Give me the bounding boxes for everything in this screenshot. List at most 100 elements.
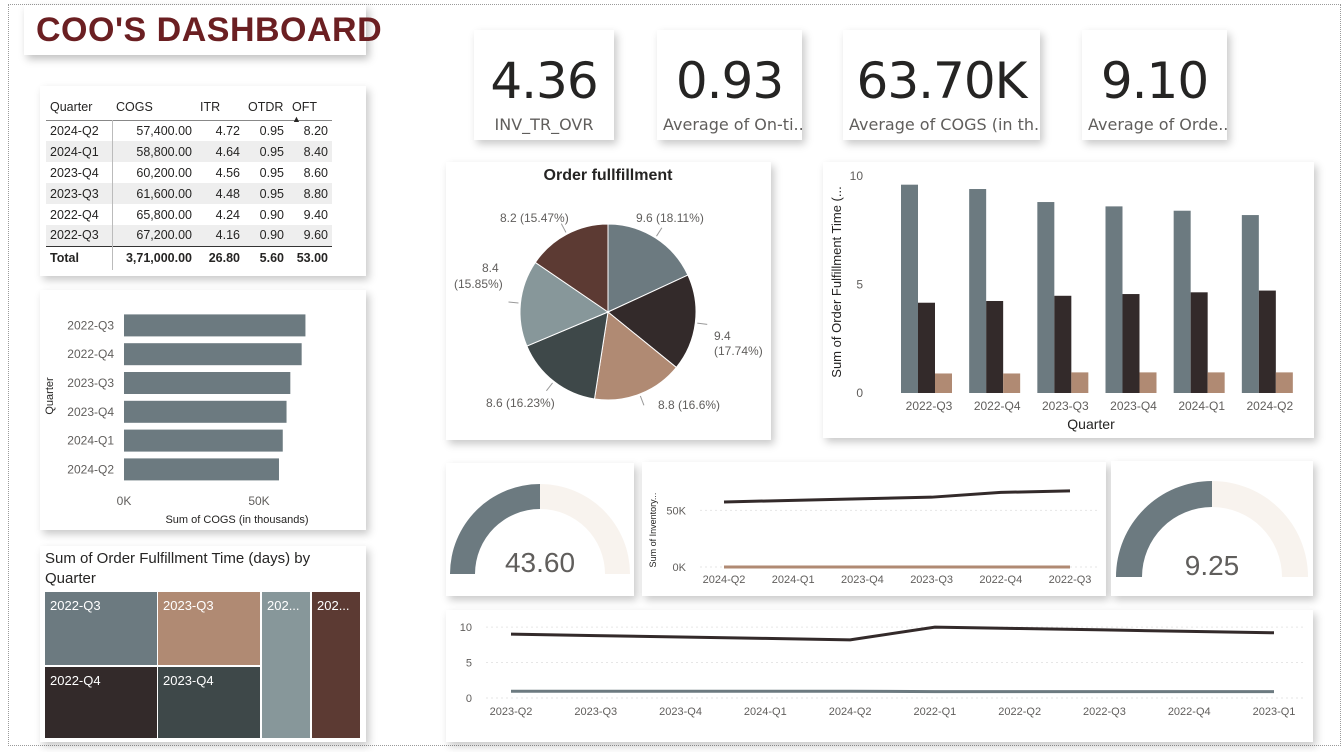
column-header-cogs[interactable]: COGS — [116, 99, 153, 114]
column-bar — [1190, 292, 1208, 393]
table-total-row: Total 3,71,000.00 26.80 5.60 53.00 — [46, 245, 332, 270]
kpi-card-cogs[interactable]: 63.70K Average of COGS (in th... — [843, 30, 1040, 140]
table-cell: 4.72 — [196, 119, 244, 141]
column-bar — [1139, 372, 1157, 393]
data-label: 9.4 — [714, 329, 731, 343]
x-tick-label: 2023-Q3 — [574, 706, 617, 718]
table-cell: 0.95 — [244, 119, 288, 141]
column-bar — [1105, 206, 1123, 393]
quarter-trend-line-card[interactable]: 0 5 10 2023-Q2 2023-Q3 2023-Q4 2024-Q1 2024-Q2 2… — [446, 610, 1313, 742]
x-tick-label: 2023-Q4 — [1110, 399, 1157, 413]
leader-line — [508, 301, 519, 304]
table-cell: 8.60 — [303, 165, 328, 180]
x-tick-label: 2022-Q1 — [913, 706, 956, 718]
kpi-label: INV_TR_OVR — [494, 115, 594, 134]
x-axis-title: Quarter — [1067, 416, 1115, 432]
column-header-oft-label: OFT — [292, 99, 317, 114]
table-cell: 9.60 — [288, 225, 332, 246]
column-bar — [1173, 210, 1191, 393]
bar — [124, 343, 302, 366]
table-row[interactable]: 2023-Q3 61,600.00 4.48 0.95 8.80 — [46, 183, 332, 204]
pie-slice — [526, 311, 609, 400]
pie-slice — [607, 274, 697, 369]
quarter-column-chart-card[interactable]: 0 5 10 2022-Q3 2022-Q4 2023-Q3 2023-Q4 2024-Q1 2… — [823, 162, 1314, 438]
quarter-trend-line-chart: 0 5 10 2023-Q2 2023-Q3 2023-Q4 2024-Q1 2024-Q2 2… — [460, 622, 1304, 718]
data-label: (17.74%) — [714, 344, 763, 358]
y-tick-label: 10 — [460, 622, 472, 634]
column-bar — [1003, 373, 1021, 393]
table-cell: 4.16 — [196, 225, 244, 246]
leader-line — [545, 382, 553, 392]
x-tick-label: 2024-Q1 — [744, 706, 787, 718]
data-label: 8.4 — [482, 261, 499, 275]
x-tick-label: 50K — [248, 494, 269, 508]
dashboard-title-card: COO'S DASHBOARD — [24, 5, 382, 55]
pie-slice — [534, 223, 609, 313]
table-cell: 0.90 — [244, 225, 288, 246]
column-bar — [1241, 215, 1259, 393]
table-cell: 2022-Q4 — [46, 204, 113, 225]
gauge-chart: 43.60 — [450, 484, 630, 578]
treemap-tile — [45, 592, 157, 665]
treemap-tile-label: 202... — [267, 598, 300, 613]
table-cell: 3,71,000.00 — [112, 245, 196, 270]
treemap-tile-label: 2023-Q4 — [163, 673, 214, 688]
leader-line — [656, 227, 663, 237]
x-tick-label: 2023-Q4 — [841, 574, 884, 586]
dashboard-title: COO'S DASHBOARD — [36, 11, 383, 49]
kpi-label: Average of COGS (in th... — [849, 115, 1040, 134]
y-tick-label: 0 — [856, 386, 863, 400]
x-tick-label: 2023-Q2 — [490, 706, 533, 718]
table-cell: 58,800.00 — [112, 141, 196, 162]
inventory-line-chart-card[interactable]: 0K 50K 2024-Q2 2024-Q1 2023-Q4 2023-Q3 2022-Q4… — [642, 462, 1106, 596]
bar — [124, 458, 279, 481]
x-tick-label: 2022-Q3 — [1083, 706, 1126, 718]
pie-slice — [607, 223, 689, 313]
data-label: 8.6 (16.23%) — [486, 396, 555, 410]
column-header-otdr[interactable]: OTDR — [248, 99, 284, 114]
kpi-card-order-fulfillment[interactable]: 9.10 Average of Orde... — [1082, 30, 1227, 140]
quarter-column-chart: 0 5 10 2022-Q3 2022-Q4 2023-Q3 2023-Q4 2024-Q1 2… — [829, 169, 1294, 432]
kpi-card-on-time[interactable]: 0.93 Average of On-ti... — [657, 30, 802, 140]
column-bar — [986, 300, 1004, 393]
order-fulfillment-pie-card[interactable]: Order fullfillment 9.6 (18.11%) 9.4 (17.74%… — [446, 162, 771, 440]
column-bar — [935, 373, 952, 393]
gauge-fill — [1116, 481, 1212, 577]
x-tick-label: 2022-Q3 — [906, 399, 953, 413]
y-tick-label: 10 — [850, 169, 864, 183]
table-cell: 57,400.00 — [112, 119, 196, 141]
column-header-oft[interactable]: OFT ▲ — [288, 94, 332, 124]
gauge-card-2[interactable]: 9.25 — [1111, 461, 1313, 596]
table-row[interactable]: 2022-Q3 67,200.00 4.16 0.90 9.60 — [46, 225, 332, 246]
column-header-itr[interactable]: ITR — [200, 99, 221, 114]
table-row[interactable]: 2022-Q4 65,800.00 4.24 0.90 9.40 — [46, 204, 332, 225]
quarter-matrix-card[interactable]: Quarter COGS ITR OTDR OFT ▲ 2024-Q2 57,400… — [40, 86, 366, 276]
kpi-card-inv-tr-ovr[interactable]: 4.36 INV_TR_OVR — [474, 30, 614, 140]
x-axis-title: Sum of COGS (in thousands) — [165, 514, 308, 526]
x-tick-label: 2024-Q2 — [1246, 399, 1293, 413]
series-line — [723, 489, 1071, 504]
gauge-card-1[interactable]: 43.60 — [446, 463, 634, 596]
table-cell: 9.40 — [303, 207, 328, 222]
treemap-card[interactable]: Sum of Order Fulfillment Time (days) by Q… — [40, 546, 366, 742]
y-axis-title: Quarter — [44, 377, 56, 415]
kpi-label: Average of On-ti... — [663, 115, 802, 134]
table-row[interactable]: 2024-Q1 58,800.00 4.64 0.95 8.40 — [46, 141, 332, 162]
table-cell: 2023-Q4 — [46, 162, 113, 183]
table-row[interactable]: 2023-Q4 60,200.00 4.56 0.95 8.60 — [46, 162, 332, 183]
gauge-value: 43.60 — [505, 547, 575, 578]
x-tick-label: 2022-Q2 — [998, 706, 1041, 718]
pie-slice — [519, 261, 610, 347]
column-bar — [918, 302, 935, 393]
leader-line — [560, 223, 567, 233]
column-header-quarter[interactable]: Quarter — [50, 99, 93, 114]
table-cell: 61,600.00 — [112, 183, 196, 204]
leader-line — [697, 322, 708, 325]
quarter-matrix: Quarter COGS ITR OTDR OFT ▲ 2024-Q2 57,400… — [46, 94, 332, 270]
cogs-bar-chart-card[interactable]: 2022-Q3 2022-Q4 2023-Q3 2023-Q4 2024-Q1 2024-… — [40, 290, 366, 530]
table-row[interactable]: 2024-Q2 57,400.00 4.72 0.95 8.20 — [46, 119, 332, 141]
y-tick-label: 2023-Q3 — [67, 376, 114, 390]
treemap-tile-label: 2022-Q4 — [50, 673, 101, 688]
data-label: 9.6 (18.11%) — [636, 211, 704, 225]
gauge-value: 9.25 — [1185, 550, 1240, 581]
